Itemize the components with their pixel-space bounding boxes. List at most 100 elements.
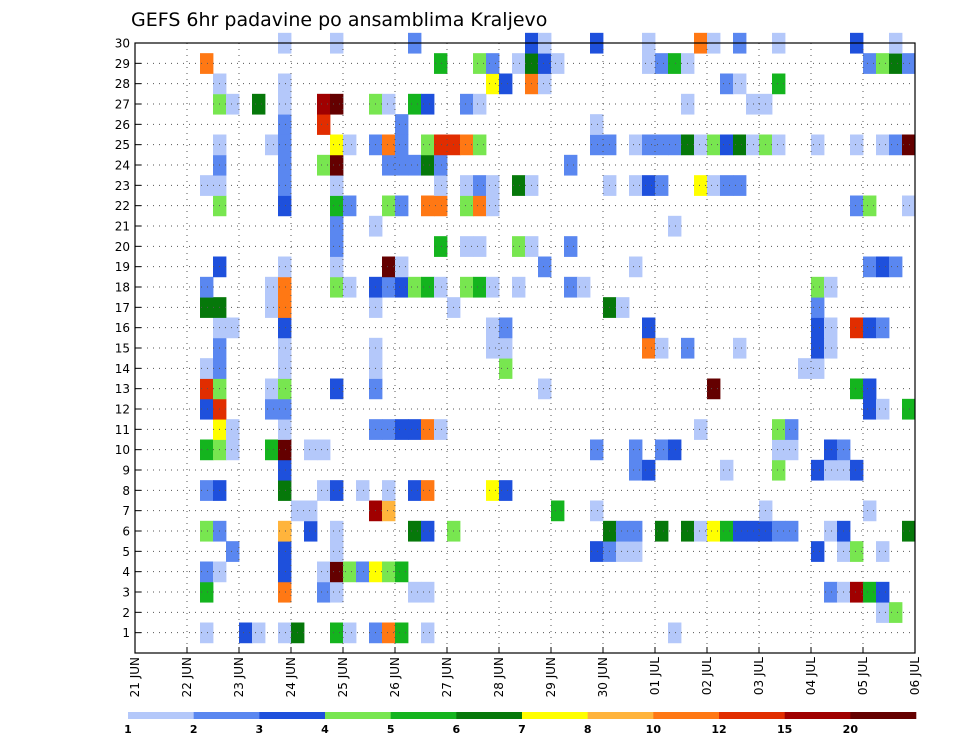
heatmap-cell: [772, 520, 786, 542]
heatmap-cell: [434, 419, 448, 440]
heatmap-cell: [421, 520, 435, 542]
x-tick-label: 27 JUN: [440, 657, 454, 697]
y-tick-label: 13: [115, 382, 130, 396]
heatmap-cell: [655, 439, 669, 461]
heatmap-cell: [421, 93, 435, 115]
heatmap-cell: [486, 276, 500, 298]
legend-swatch: [390, 712, 457, 719]
heatmap-cell: [850, 459, 864, 481]
x-tick-label: 04 JUL: [804, 657, 818, 695]
heatmap-cells: [200, 32, 916, 644]
heatmap-cell: [317, 439, 331, 461]
heatmap-cell: [421, 195, 435, 217]
heatmap-cell: [889, 602, 903, 623]
heatmap-cell: [850, 317, 864, 339]
legend-label: 2: [190, 723, 198, 736]
y-tick-label: 29: [115, 57, 130, 71]
heatmap-cell: [356, 561, 370, 583]
heatmap-cell: [330, 215, 344, 237]
heatmap-cell: [278, 276, 292, 298]
y-tick-label: 27: [115, 98, 130, 112]
y-tick-label: 24: [115, 159, 130, 173]
legend-swatch: [128, 712, 194, 719]
heatmap-cell: [850, 378, 864, 400]
y-tick-label: 8: [122, 484, 130, 498]
heatmap-cell: [642, 175, 656, 196]
y-tick-label: 4: [122, 565, 130, 579]
heatmap-cell: [486, 53, 500, 74]
heatmap-cell: [200, 581, 214, 603]
heatmap-cell: [278, 73, 292, 95]
heatmap-cell: [863, 581, 877, 603]
heatmap-cell: [460, 236, 474, 257]
heatmap-cell: [590, 134, 604, 156]
heatmap-cell: [265, 276, 279, 298]
x-tick-label: 25 JUN: [336, 657, 350, 697]
heatmap-cell: [278, 93, 292, 115]
heatmap-cell: [434, 195, 448, 217]
heatmap-cell: [499, 337, 513, 359]
heatmap-cell: [499, 73, 513, 95]
heatmap-cell: [304, 520, 318, 542]
heatmap-cell: [330, 480, 344, 501]
heatmap-cell: [382, 500, 396, 522]
color-legend: 1 2 3 4 5 6 7 8 10 12 15 20: [124, 712, 917, 736]
heatmap-cell: [421, 622, 435, 644]
heatmap-cell: [330, 581, 344, 603]
heatmap-cell: [278, 439, 292, 461]
heatmap-cell: [382, 276, 396, 298]
heatmap-cell: [863, 256, 877, 278]
heatmap-cell: [226, 541, 240, 562]
heatmap-cell: [564, 276, 578, 298]
legend-swatch: [784, 712, 851, 719]
heatmap-cell: [499, 358, 513, 379]
y-axis-ticks: 1234567891011121314151617181920212223242…: [115, 37, 141, 640]
y-tick-label: 19: [115, 260, 130, 274]
heatmap-cell: [421, 154, 435, 176]
heatmap-cell: [278, 114, 292, 135]
heatmap-cell: [278, 561, 292, 583]
heatmap-cell: [629, 520, 643, 542]
heatmap-cell: [343, 134, 357, 156]
heatmap-cell: [785, 520, 799, 542]
heatmap-cell: [330, 276, 344, 298]
heatmap-cell: [590, 541, 604, 562]
legend-label: 7: [518, 723, 526, 736]
heatmap-cell: [499, 480, 513, 501]
heatmap-cell: [434, 134, 448, 156]
heatmap-cell: [382, 154, 396, 176]
heatmap-cell: [473, 195, 487, 217]
heatmap-cell: [226, 419, 240, 440]
heatmap-cell: [252, 93, 266, 115]
heatmap-cell: [434, 53, 448, 74]
y-tick-label: 22: [115, 199, 130, 213]
heatmap-cell: [317, 114, 331, 135]
heatmap-cell: [902, 398, 916, 420]
heatmap-cell: [421, 419, 435, 440]
heatmap-cell: [343, 561, 357, 583]
legend-swatch: [193, 712, 260, 719]
heatmap-cell: [876, 317, 890, 339]
heatmap-cell: [668, 134, 682, 156]
heatmap-cell: [434, 154, 448, 176]
heatmap-cell: [512, 236, 526, 257]
heatmap-cell: [668, 215, 682, 237]
heatmap-cell: [785, 439, 799, 461]
y-tick-label: 17: [115, 301, 130, 315]
heatmap-cell: [421, 581, 435, 603]
y-tick-label: 26: [115, 118, 130, 132]
heatmap-cell: [538, 378, 552, 400]
heatmap-cell: [473, 236, 487, 257]
heatmap-cell: [538, 73, 552, 95]
heatmap-cell: [421, 480, 435, 501]
heatmap-cell: [668, 53, 682, 74]
heatmap-cell: [382, 134, 396, 156]
heatmap-cell: [460, 175, 474, 196]
y-tick-label: 23: [115, 179, 130, 193]
heatmap-cell: [200, 622, 214, 644]
heatmap-cell: [746, 93, 760, 115]
heatmap-cell: [278, 622, 292, 644]
heatmap-cell: [824, 276, 838, 298]
heatmap-cell: [317, 581, 331, 603]
heatmap-cell: [876, 398, 890, 420]
